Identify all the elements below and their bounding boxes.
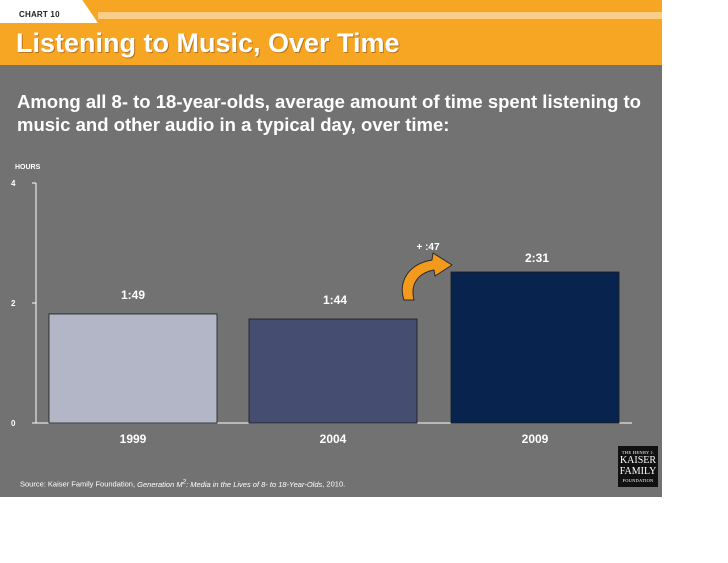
label-layer: 1999 2004 2009 1:49 1:44 2:31 [120, 251, 550, 446]
source-title-rest: : Media in the Lives of 8- to 18-Year-Ol… [186, 479, 323, 489]
logo-line-2b: FAMILY [619, 466, 657, 477]
bar-layer [48, 271, 620, 424]
source-note: Source: Kaiser Family Foundation, Genera… [20, 478, 345, 489]
chart-number-label: CHART 10 [19, 10, 60, 19]
x-tick-label: 2004 [320, 432, 347, 446]
y-tick-label: 4 [11, 179, 16, 188]
chart-subtitle: Among all 8- to 18-year-olds, average am… [17, 91, 641, 135]
y-axis-units-label: HOURS [15, 164, 41, 171]
bar-2004 [248, 318, 418, 424]
x-tick-label: 2009 [522, 432, 549, 446]
logo-line-2a: KAISER [619, 455, 657, 466]
annotation-layer: + :47 [401, 242, 453, 301]
header-tab [0, 0, 98, 23]
logo-line-3: FOUNDATION [622, 478, 654, 483]
bar-chart: 0 2 4 1999 2004 2009 1:49 1:44 2:31 + :47 [11, 179, 632, 446]
source-title-sup: 2 [182, 478, 187, 485]
source-suffix: , 2010. [322, 479, 346, 489]
bar-2009 [450, 271, 620, 424]
curved-arrow-icon [401, 252, 453, 301]
chart-title: Listening to Music, Over Time [16, 28, 400, 58]
data-label: 2:31 [525, 251, 549, 265]
data-label: 1:44 [323, 293, 347, 307]
source-title-main: Generation M [137, 479, 183, 489]
y-tick-label: 0 [11, 419, 16, 428]
data-label: 1:49 [121, 288, 145, 302]
y-tick-label: 2 [11, 299, 16, 308]
bar-1999 [48, 313, 218, 424]
source-prefix: Source: Kaiser Family Foundation, [20, 479, 138, 489]
x-tick-label: 1999 [120, 432, 147, 446]
kaiser-logo: THE HENRY J. KAISER FAMILY FOUNDATION [618, 446, 658, 487]
header-stripe [98, 12, 662, 19]
logo-line-1: THE HENRY J. [621, 450, 655, 455]
source-title: Generation M2: Media in the Lives of 8- … [137, 478, 323, 489]
change-annotation: + :47 [416, 242, 440, 253]
slide: CHART 10 Listening to Music, Over Time A… [0, 0, 662, 497]
header-band: CHART 10 Listening to Music, Over Time [0, 0, 662, 65]
